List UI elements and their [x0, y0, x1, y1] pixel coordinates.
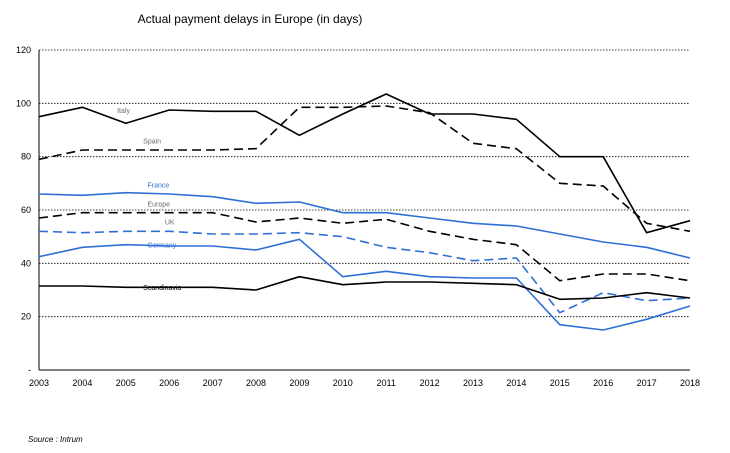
series-label-spain: Spain [143, 138, 161, 145]
series-label-france: France [148, 182, 170, 189]
x-tick-label-2013: 2013 [463, 378, 483, 388]
y-tick-label-40: 40 [21, 258, 31, 268]
y-tick-label-0: - [28, 365, 31, 375]
x-tick-label-2005: 2005 [116, 378, 136, 388]
x-tick-label-2003: 2003 [29, 378, 49, 388]
chart-title: Actual payment delays in Europe (in days… [138, 12, 363, 26]
series-line-germany [38, 238, 691, 331]
series-lines [38, 93, 691, 331]
x-tick-label-2009: 2009 [289, 378, 309, 388]
x-tick-label-2004: 2004 [72, 378, 92, 388]
y-tick-label-60: 60 [21, 205, 31, 215]
axes: - 20 40 60 80 100 120 2003 2004 2005 2006 2007 2008 2… [16, 45, 700, 388]
source-note: Source : Intrum [28, 435, 83, 444]
series-line-italy [38, 93, 691, 234]
series-line-europe [38, 211, 691, 282]
series-line-spain [38, 105, 691, 233]
series-line-uk [38, 230, 691, 314]
x-tick-label-2011: 2011 [377, 378, 396, 388]
x-tick-label-2010: 2010 [333, 378, 353, 388]
y-tick-label-20: 20 [21, 312, 31, 322]
x-tick-label-2014: 2014 [506, 378, 526, 388]
series-label-europe: Europe [148, 202, 171, 209]
grid [39, 49, 690, 318]
y-tick-label-80: 80 [21, 152, 31, 162]
series-line-scandinavia [39, 275, 691, 301]
series-label-uk: UK [165, 219, 175, 226]
x-tick-label-2015: 2015 [550, 378, 570, 388]
series-label-germany: Germany [148, 242, 177, 249]
x-tick-label-2017: 2017 [637, 378, 657, 388]
x-tick-label-2012: 2012 [420, 378, 440, 388]
y-tick-label-120: 120 [16, 45, 31, 55]
series-label-scandinavia: Scandinavia [143, 285, 181, 292]
x-tick-label-2018: 2018 [680, 378, 700, 388]
x-tick-label-2008: 2008 [246, 378, 266, 388]
series-label-italy: Italy [117, 108, 130, 115]
x-tick-label-2007: 2007 [203, 378, 223, 388]
series-labels: Italy Spain France Europe UK Germany Scandinav… [117, 108, 181, 292]
series-line-france [38, 191, 691, 259]
y-tick-label-100: 100 [16, 98, 31, 108]
x-tick-label-2016: 2016 [593, 378, 613, 388]
x-tick-label-2006: 2006 [159, 378, 179, 388]
